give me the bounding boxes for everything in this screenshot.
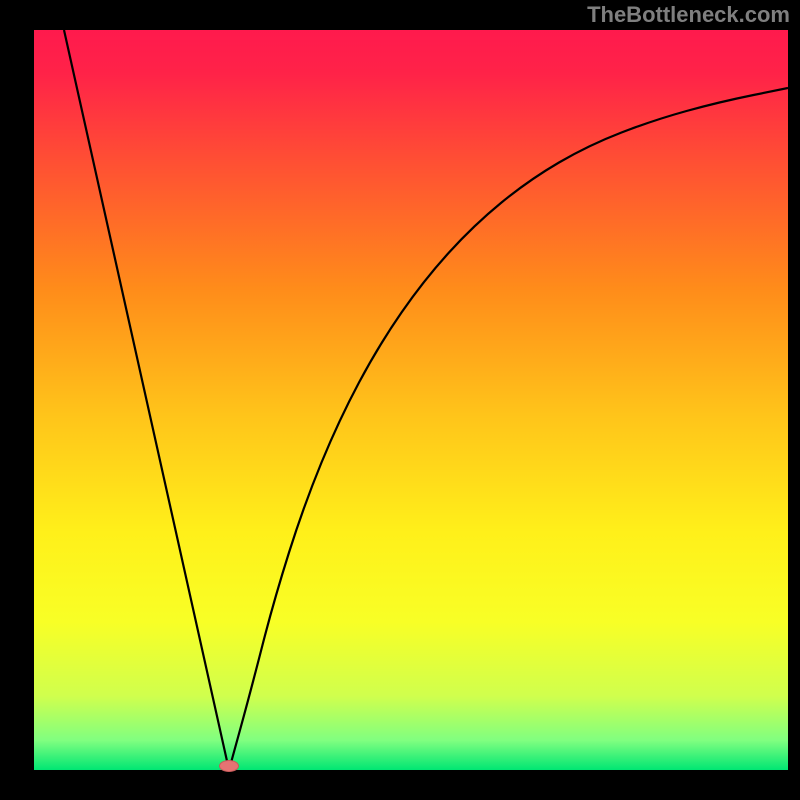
- chart-container: TheBottleneck.com: [0, 0, 800, 800]
- watermark-text: TheBottleneck.com: [587, 2, 790, 28]
- optimum-marker: [219, 760, 239, 772]
- plot-area: [34, 30, 788, 770]
- bottleneck-curve: [34, 30, 788, 770]
